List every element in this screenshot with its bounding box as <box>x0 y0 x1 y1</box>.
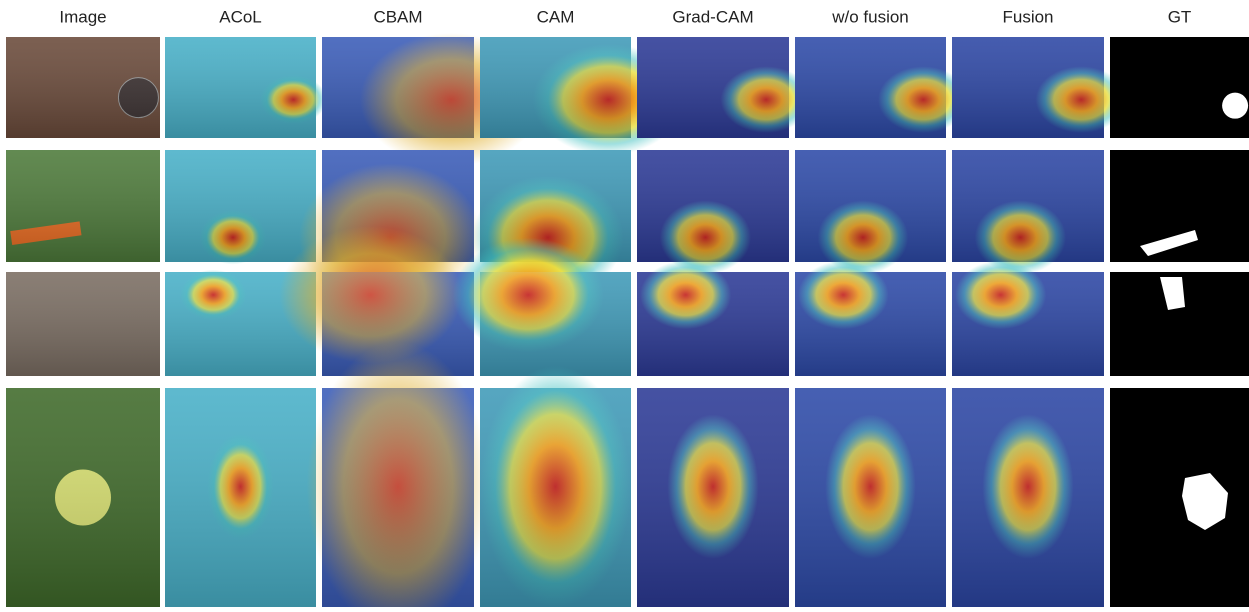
shading <box>6 388 160 607</box>
shading <box>795 272 946 376</box>
mask-shape <box>1222 93 1248 119</box>
shading <box>165 388 316 607</box>
shading <box>322 388 474 607</box>
shading <box>952 150 1104 262</box>
shading <box>6 37 160 138</box>
shading <box>480 37 631 138</box>
column-header: ACoL <box>219 7 262 26</box>
shading <box>165 37 316 138</box>
ground-truth-mask <box>1110 37 1249 138</box>
ground-truth-mask <box>1110 388 1249 607</box>
column-header: Grad-CAM <box>672 7 753 26</box>
shading <box>952 272 1104 376</box>
shading <box>480 388 631 607</box>
shading <box>165 150 316 262</box>
shading <box>637 150 789 262</box>
shading <box>6 272 160 376</box>
column-header: w/o fusion <box>831 7 909 26</box>
shading <box>795 388 946 607</box>
column-header: Image <box>59 7 106 26</box>
shading <box>480 272 631 376</box>
shading <box>6 150 160 262</box>
shading <box>322 37 474 138</box>
column-header: CAM <box>537 7 575 26</box>
shading <box>795 37 946 138</box>
shading <box>795 150 946 262</box>
figure: Image ACoL CBAM CAM Grad-CAM w/o fusion Fusion… <box>0 0 1249 607</box>
shading <box>637 272 789 376</box>
column-header: Fusion <box>1002 7 1053 26</box>
shading <box>952 37 1104 138</box>
page: {"columns": ["Image", "ACoL", "CBAM", "C… <box>0 0 1249 607</box>
shading <box>637 388 789 607</box>
shading <box>637 37 789 138</box>
shading <box>952 388 1104 607</box>
column-header: CBAM <box>373 7 422 26</box>
column-header: GT <box>1168 7 1192 26</box>
